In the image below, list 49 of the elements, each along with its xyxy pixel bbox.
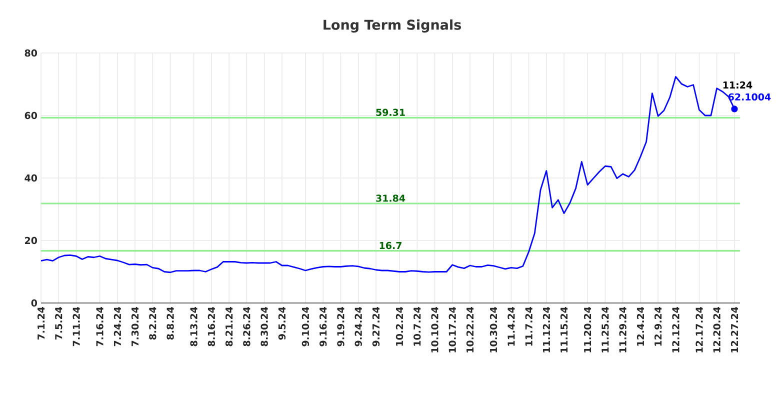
y-tick-label: 40 — [24, 174, 38, 182]
x-tick-label: 11.4.24 — [508, 306, 515, 346]
ref-line-label: 16.7 — [380, 242, 402, 250]
x-tick-label: 10.22.24 — [466, 306, 474, 352]
x-tick-label: 8.26.24 — [243, 306, 250, 346]
y-tick-label: 20 — [25, 236, 38, 244]
ref-line-label: 59.31 — [376, 108, 405, 116]
y-tick-label: 80 — [24, 49, 38, 57]
ref-line-label: 31.84 — [376, 194, 406, 202]
x-tick-label: 11.15.24 — [560, 306, 568, 352]
x-tick-label: 11.25.24 — [602, 306, 609, 352]
x-tick-label: 9.10.24 — [302, 306, 310, 346]
x-tick-label: 8.16.24 — [208, 306, 216, 346]
x-tick-label: 7.1.24 — [37, 306, 45, 340]
x-tick-label: 10.7.24 — [414, 306, 421, 346]
x-tick-label: 9.16.24 — [320, 306, 327, 346]
x-tick-label: 8.8.24 — [166, 306, 174, 340]
annotation: 11:24 — [723, 81, 752, 88]
x-tick-label: 7.16.24 — [96, 306, 104, 346]
x-tick-label: 7.30.24 — [131, 306, 139, 346]
x-tick-label: 10.30.24 — [490, 306, 498, 352]
x-tick-label: 12.20.24 — [713, 306, 720, 352]
x-tick-label: 8.30.24 — [260, 306, 268, 346]
x-tick-label: 7.11.24 — [72, 306, 80, 346]
y-tick-label: 0 — [31, 299, 38, 307]
x-tick-label: 12.9.24 — [654, 306, 662, 346]
chart-title: Long Term Signals — [324, 19, 461, 33]
x-tick-label: 7.5.24 — [55, 306, 62, 340]
x-tick-label: 12.17.24 — [696, 306, 703, 352]
x-tick-label: 11.7.24 — [525, 306, 532, 346]
x-tick-label: 10.17.24 — [448, 306, 456, 352]
x-tick-label: 9.19.24 — [337, 306, 344, 346]
x-tick-label: 8.21.24 — [225, 306, 233, 346]
x-tick-label: 9.27.24 — [372, 306, 380, 346]
x-tick-label: 12.4.24 — [636, 306, 644, 346]
x-tick-label: 11.29.24 — [619, 306, 626, 352]
x-tick-label: 10.2.24 — [396, 306, 404, 346]
x-tick-label: 11.12.24 — [542, 306, 550, 352]
y-tick-label: 60 — [24, 112, 38, 120]
x-tick-label: 8.13.24 — [190, 306, 198, 346]
x-tick-label: 9.24.24 — [354, 306, 362, 346]
x-tick-label: 11.20.24 — [584, 306, 592, 352]
x-tick-label: 7.24.24 — [114, 306, 121, 346]
x-tick-label: 12.12.24 — [672, 306, 680, 352]
x-tick-label: 12.27.24 — [730, 306, 738, 352]
annotation: 62.1004 — [728, 93, 771, 101]
x-tick-label: 10.10.24 — [431, 306, 438, 352]
x-tick-label: 8.2.24 — [149, 306, 156, 340]
x-tick-label: 9.5.24 — [278, 306, 286, 340]
